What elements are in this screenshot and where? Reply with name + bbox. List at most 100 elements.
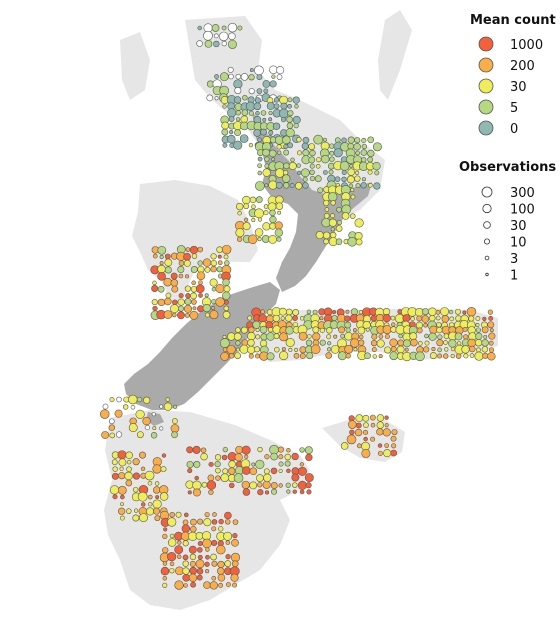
survey-point [285, 338, 295, 348]
survey-point [354, 175, 361, 182]
survey-point [197, 260, 203, 266]
survey-point [271, 74, 276, 79]
survey-point [226, 344, 236, 355]
survey-point [372, 142, 382, 152]
survey-point [125, 451, 133, 459]
survey-point [397, 339, 405, 347]
survey-point [185, 480, 194, 489]
survey-point [378, 334, 384, 339]
survey-point [454, 332, 463, 341]
survey-point [372, 162, 381, 171]
survey-point [186, 446, 194, 454]
survey-point [299, 489, 305, 495]
survey-point [216, 567, 225, 575]
survey-point [285, 326, 294, 335]
survey-point [167, 517, 177, 527]
survey-point [124, 471, 133, 481]
survey-point [474, 351, 484, 361]
survey-point [209, 278, 218, 287]
survey-point [266, 332, 275, 341]
legend-size-1 [482, 203, 492, 214]
survey-point [203, 518, 212, 527]
legend-observations-label: 30 [510, 219, 527, 234]
survey-point [269, 209, 276, 217]
survey-point [183, 583, 188, 588]
survey-point [157, 245, 167, 255]
survey-point [177, 311, 185, 320]
survey-point [281, 174, 291, 183]
survey-point [211, 306, 216, 311]
survey-point [209, 581, 218, 590]
survey-point [279, 108, 289, 119]
survey-point [257, 156, 263, 162]
survey-point [362, 429, 369, 436]
survey-point [152, 464, 162, 474]
survey-point [235, 73, 242, 80]
survey-point [221, 41, 227, 47]
legend-swatch-0 [478, 36, 494, 52]
survey-point [190, 518, 197, 526]
survey-point [278, 461, 284, 467]
survey-point [283, 144, 289, 150]
survey-point [292, 315, 298, 321]
survey-point [195, 284, 205, 294]
survey-point [169, 512, 175, 518]
survey-point [151, 299, 158, 306]
survey-point [189, 310, 199, 320]
survey-point [177, 540, 182, 545]
survey-point [197, 246, 204, 253]
survey-point [282, 170, 289, 176]
survey-point [315, 163, 321, 169]
survey-point [206, 94, 214, 102]
survey-point [187, 468, 193, 474]
survey-point [344, 315, 351, 322]
legend-mean-count-entries: 1000 200 30 5 0 [478, 36, 543, 137]
survey-point [188, 545, 197, 554]
survey-point [194, 475, 199, 481]
survey-point [455, 308, 461, 315]
survey-point [370, 422, 376, 428]
survey-point [134, 508, 139, 513]
survey-point [384, 443, 389, 448]
survey-point [222, 468, 229, 475]
survey-point [270, 467, 278, 475]
survey-point [256, 74, 263, 81]
survey-point [293, 123, 299, 129]
survey-point [463, 334, 469, 340]
survey-point [190, 525, 197, 533]
survey-point [186, 460, 194, 469]
survey-point [162, 582, 168, 588]
survey-point [336, 206, 342, 213]
survey-point [211, 560, 218, 567]
survey-point [475, 316, 481, 321]
survey-point [323, 199, 330, 207]
survey-point [150, 432, 158, 439]
survey-point [228, 353, 235, 359]
legend-mean-count-label: 30 [510, 80, 527, 95]
survey-point [137, 491, 148, 502]
survey-point [243, 203, 250, 210]
survey-point [196, 567, 204, 575]
survey-point [161, 453, 167, 458]
survey-point [371, 333, 378, 340]
survey-point [344, 331, 353, 341]
survey-point [268, 110, 273, 115]
survey-point [286, 468, 291, 474]
survey-point [444, 347, 449, 352]
survey-point [302, 182, 309, 189]
survey-point [222, 291, 231, 300]
survey-point [272, 325, 281, 334]
survey-point [170, 272, 178, 280]
survey-point [335, 225, 343, 232]
survey-point [455, 353, 462, 359]
survey-point [164, 297, 172, 306]
survey-point [309, 149, 316, 157]
survey-point [363, 422, 369, 428]
survey-point [384, 415, 389, 420]
survey-point [189, 560, 196, 567]
survey-point [286, 116, 293, 123]
survey-point [206, 480, 217, 490]
survey-point [308, 143, 316, 151]
survey-point [173, 404, 178, 409]
survey-point [242, 94, 248, 101]
